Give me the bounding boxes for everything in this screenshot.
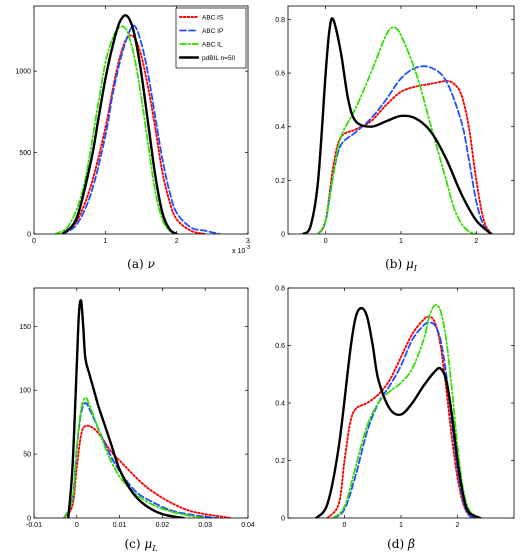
x-tick-label: 3	[246, 238, 250, 245]
y-tick-label: 100	[19, 388, 31, 395]
y-tick-label: 0.6	[275, 343, 285, 350]
axes-frame	[287, 287, 515, 519]
y-tick-label: 0.6	[275, 71, 285, 78]
series-group	[301, 17, 493, 234]
series-line-pdbil-n-50	[67, 299, 185, 518]
panel-caption: (a) ν	[127, 257, 155, 271]
series-line-pdbil-n-50	[301, 17, 493, 234]
panel-caption: (d) β	[387, 537, 415, 551]
y-tick-label: 0	[281, 516, 285, 523]
caption-prefix: (d)	[387, 537, 408, 551]
series-group	[54, 14, 221, 234]
axes-frame	[33, 287, 249, 519]
series-line-abc-il	[54, 25, 178, 234]
legend-entry: pdBIL n=50	[202, 55, 236, 62]
series-line-pdbil-n-50	[315, 306, 482, 518]
axes-frame	[33, 5, 249, 235]
x-tick-label: 0	[75, 522, 79, 529]
y-tick-label: 0.4	[275, 124, 285, 131]
caption-subscript: L	[151, 544, 157, 553]
series-line-abc-is	[317, 80, 493, 234]
legend-entry: ABC IL	[202, 41, 223, 48]
y-tick-label: 0.4	[275, 401, 285, 408]
x-exponent-label: x 10-3	[232, 245, 250, 255]
series-group	[315, 304, 482, 518]
x-tick-label: 0.03	[198, 522, 212, 529]
caption-prefix: (a)	[127, 257, 147, 271]
caption-subscript: I	[413, 264, 418, 273]
caption-symbol: μ	[406, 257, 414, 271]
series-line-abc-is	[326, 315, 476, 518]
y-tick-label: 0.2	[275, 458, 285, 465]
series-line-abc-il	[317, 26, 478, 234]
x-tick-label: 2	[175, 238, 179, 245]
exponent-power: -3	[245, 245, 250, 251]
caption-prefix: (c)	[124, 537, 144, 551]
x-tick-label: 0.02	[156, 522, 170, 529]
exponent-base: x 10	[232, 248, 245, 255]
x-tick-label: 2	[456, 522, 460, 529]
legend-entry: ABC IP	[202, 28, 223, 35]
chart-panel-4: 0 1 2 0 0.2 0.4 0.6 0.8 (d) β	[275, 286, 515, 551]
x-tick-label: 0	[32, 238, 36, 245]
y-tick-label: 0	[27, 232, 31, 239]
legend: ABC IS ABC IP ABC IL pdBIL n=50	[175, 7, 247, 69]
y-tick-label: 50	[23, 452, 31, 459]
y-tick-label: 0	[27, 516, 31, 523]
series-line-abc-il	[63, 396, 207, 518]
y-tick-label: 0	[281, 232, 285, 239]
y-tick-label: 500	[19, 150, 31, 157]
series-line-pdbil-n-50	[61, 14, 178, 234]
x-tick-label: 0.01	[113, 522, 127, 529]
legend-entry: ABC IS	[202, 14, 224, 21]
x-tick-label: 1	[399, 522, 403, 529]
x-tick-label: 0	[343, 522, 347, 529]
x-tick-label: -0.01	[26, 522, 42, 529]
x-tick-label: 0	[324, 238, 328, 245]
x-tick-label: 2	[474, 238, 478, 245]
y-tick-label: 0.2	[275, 178, 285, 185]
panel-caption: (b) μI	[385, 257, 418, 273]
x-tick-label: 1	[399, 238, 403, 245]
series-line-abc-is	[63, 424, 232, 518]
y-tick-label: 1000	[15, 69, 31, 76]
x-tick-label: 0.04	[241, 522, 255, 529]
y-tick-label: 0.8	[275, 286, 285, 293]
y-tick-label: 0.8	[275, 17, 285, 24]
caption-symbol: ν	[148, 257, 155, 271]
y-tick-label: 150	[19, 324, 31, 331]
caption-symbol: μ	[144, 537, 152, 551]
chart-panel-2: 0 1 2 0 0.2 0.4 0.6 0.8 (b) μI	[275, 5, 515, 273]
series-group	[63, 299, 232, 518]
series-line-abc-ip	[317, 65, 493, 234]
x-tick-label: 1	[103, 238, 107, 245]
caption-symbol: β	[407, 537, 415, 551]
panel-caption: (c) μL	[124, 537, 157, 553]
caption-prefix: (b)	[385, 257, 406, 271]
series-line-abc-ip	[61, 24, 221, 234]
chart-panel-1: 0 1 2 3 0 500 1000 x 10-3 ABC IS ABC IP ABC IL pdBI…	[15, 5, 250, 271]
